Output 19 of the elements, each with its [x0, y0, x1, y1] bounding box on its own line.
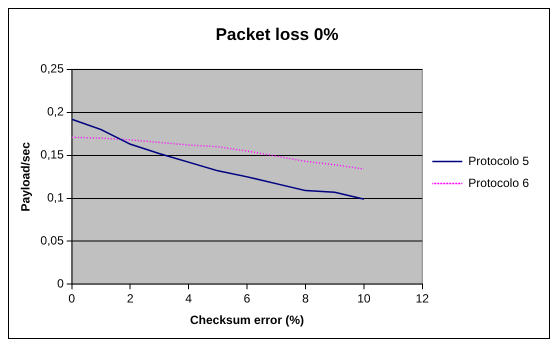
- x-axis-title: Checksum error (%): [190, 313, 304, 328]
- y-tick-label: 0: [57, 276, 64, 291]
- y-tick-label: 0,1: [47, 190, 64, 205]
- legend-label: Protocolo 6: [468, 176, 530, 190]
- x-tick-label: 6: [244, 292, 251, 306]
- line-series: [72, 136, 365, 170]
- legend-label: Protocolo 5: [468, 154, 530, 168]
- x-tick-label: 4: [185, 292, 192, 306]
- x-tick-label: 8: [302, 292, 310, 306]
- x-tick-label: 10: [357, 292, 371, 306]
- x-tick-label: 0: [68, 292, 76, 306]
- y-tick-label: 0,05: [40, 234, 64, 248]
- y-tick-label: 0,25: [40, 62, 64, 76]
- y-axis-title: Payload/sec: [18, 142, 33, 212]
- y-tick-label: 0,2: [47, 104, 64, 119]
- chart-title: Packet loss 0%: [216, 24, 338, 44]
- y-tick-label: 0,15: [40, 148, 64, 162]
- x-tick-label: 12: [416, 292, 430, 306]
- x-tick-label: 2: [126, 292, 134, 306]
